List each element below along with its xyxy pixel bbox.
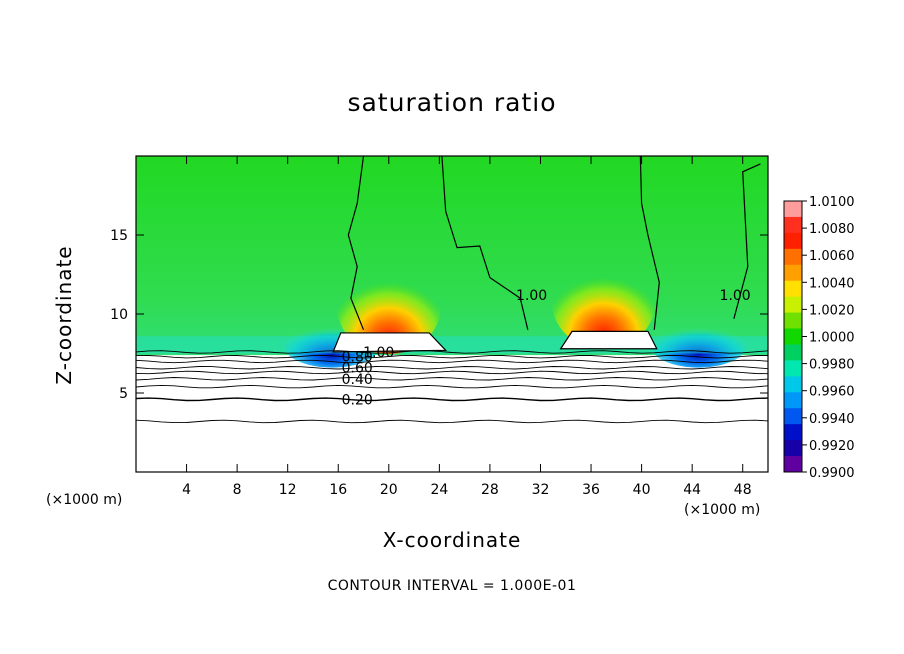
contour-line bbox=[136, 397, 768, 402]
colorbar-segment bbox=[784, 280, 802, 298]
colorbar-label: 0.9940 bbox=[809, 412, 855, 427]
colorbar-segment bbox=[784, 328, 802, 345]
x-axis-label: X-coordinate bbox=[382, 528, 522, 552]
z-unit-label: (×1000 m) bbox=[46, 492, 123, 508]
colorbar-label: 0.9920 bbox=[809, 439, 855, 454]
colorbar-segment bbox=[784, 424, 802, 441]
contour-value-label: 1.00 bbox=[516, 288, 547, 304]
colorbar-segment bbox=[784, 360, 802, 377]
colorbar-segment bbox=[784, 392, 802, 409]
x-tick-label: 48 bbox=[734, 482, 752, 498]
y-tick-label: 15 bbox=[110, 228, 128, 244]
contour-value-label: 0.60 bbox=[342, 361, 373, 377]
colorbar-label: 0.9960 bbox=[809, 385, 855, 400]
contour-line bbox=[136, 377, 768, 381]
contour-interval-text: CONTOUR INTERVAL = 1.000E-01 bbox=[327, 578, 577, 594]
contour-line bbox=[136, 355, 768, 359]
x-tick-label: 44 bbox=[683, 482, 701, 498]
contour-line-1 bbox=[347, 156, 365, 331]
contour-line bbox=[136, 359, 768, 364]
cold-minimum bbox=[650, 323, 747, 368]
contour-line bbox=[136, 384, 768, 389]
contour-value-label: 1.00 bbox=[720, 288, 751, 304]
x-tick-label: 8 bbox=[233, 482, 242, 498]
y-tick-label: 5 bbox=[119, 386, 128, 402]
colorbar-label: 1.0020 bbox=[809, 303, 855, 318]
x-tick-label: 24 bbox=[430, 482, 448, 498]
x-tick-label: 32 bbox=[532, 482, 550, 498]
subsaturated-region bbox=[136, 355, 768, 472]
colorbar-label: 0.9900 bbox=[809, 466, 855, 481]
x-tick-label: 12 bbox=[279, 482, 297, 498]
x-unit-label: (×1000 m) bbox=[684, 502, 761, 518]
warm-maximum bbox=[551, 253, 656, 350]
x-tick-label: 20 bbox=[380, 482, 398, 498]
contour-line bbox=[136, 419, 768, 424]
contour-value-label: 0.40 bbox=[342, 372, 373, 388]
contour-value-label: 0.20 bbox=[342, 392, 373, 408]
colorbar-segment bbox=[784, 376, 802, 393]
contour-value-label: 0.80 bbox=[342, 350, 373, 366]
warm-maximum bbox=[336, 258, 441, 355]
colorbar-label: 1.0080 bbox=[809, 222, 855, 237]
x-tick-label: 4 bbox=[182, 482, 191, 498]
x-tick-label: 28 bbox=[481, 482, 499, 498]
contour-value-label: 1.00 bbox=[363, 345, 394, 361]
cloud-region-left bbox=[332, 332, 448, 353]
y-tick-label: 10 bbox=[110, 307, 128, 323]
colorbar-segment bbox=[784, 216, 802, 234]
contour-line bbox=[136, 370, 768, 375]
colorbar-segment bbox=[784, 440, 802, 457]
colorbar-segment bbox=[784, 296, 802, 314]
colorbar-segment bbox=[784, 408, 802, 425]
x-tick-label: 40 bbox=[633, 482, 651, 498]
contour-line-3 bbox=[639, 156, 660, 330]
boundary-band bbox=[136, 336, 768, 354]
cloud-region-right bbox=[559, 330, 658, 350]
colorbar-segment bbox=[784, 344, 802, 361]
colorbar-label: 1.0000 bbox=[809, 331, 855, 346]
contour-line-2 bbox=[441, 156, 529, 330]
chart-title: saturation ratio bbox=[347, 88, 557, 117]
colorbar-segment bbox=[784, 201, 802, 218]
contour-line bbox=[136, 366, 768, 370]
x-tick-label: 16 bbox=[329, 482, 347, 498]
contour-line-4 bbox=[733, 163, 761, 319]
colorbar-label: 1.0040 bbox=[809, 276, 855, 291]
colorbar-segment bbox=[784, 456, 802, 473]
x-tick-label: 36 bbox=[582, 482, 600, 498]
colorbar-segment bbox=[784, 248, 802, 266]
colorbar-label: 0.9980 bbox=[809, 358, 855, 373]
contour-line bbox=[136, 350, 768, 354]
colorbar-segment bbox=[784, 312, 802, 330]
colorbar-segment bbox=[784, 264, 802, 282]
colorbar-segment bbox=[784, 232, 802, 250]
colorbar-label: 1.0100 bbox=[809, 195, 855, 210]
colorbar-label: 1.0060 bbox=[809, 249, 855, 264]
